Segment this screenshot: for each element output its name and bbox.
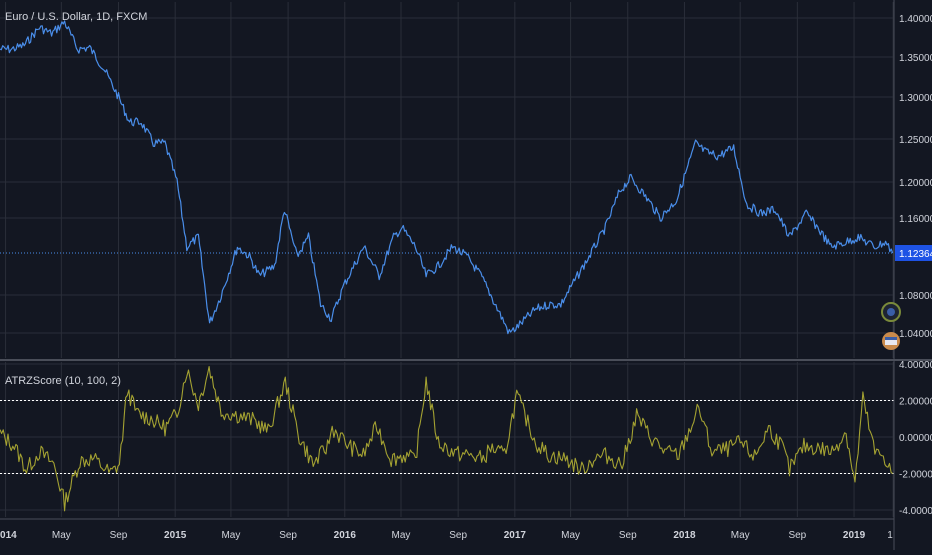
x-tick-label: 2019 <box>843 530 866 541</box>
x-tick-label: 2015 <box>164 530 187 541</box>
target-icon <box>881 302 901 322</box>
price-tick-label: 1.16000 <box>899 214 932 225</box>
x-tick-label: 2016 <box>334 530 357 541</box>
x-tick-label: 1 <box>887 530 893 541</box>
x-tick-label: May <box>221 530 240 541</box>
x-tick-label: May <box>52 530 71 541</box>
current-price-tag <box>895 244 932 261</box>
x-tick-label: Sep <box>110 530 128 541</box>
target-icon-center <box>887 308 895 316</box>
x-tick-label: Sep <box>788 530 806 541</box>
price-tick-label: 1.40000 <box>899 14 932 25</box>
x-tick-label: 2014 <box>0 530 17 541</box>
x-tick-label: 2017 <box>504 530 527 541</box>
price-pane[interactable]: 1.12364 <box>0 20 932 335</box>
price-tick-label: 1.20000 <box>899 178 932 189</box>
price-tick-label: 1.30000 <box>899 93 932 104</box>
price-tick-label: 1.25000 <box>899 135 932 146</box>
price-chart-title: Euro / U.S. Dollar, 1D, FXCM <box>5 11 148 23</box>
indicator-tick-label: 4.00000 <box>899 360 932 371</box>
x-tick-label: May <box>392 530 411 541</box>
indicator-series-line <box>0 366 893 512</box>
x-tick-label: May <box>561 530 580 541</box>
flag-icon <box>882 332 900 350</box>
price-tick-label: 1.04000 <box>899 329 932 340</box>
flag-icon-stripe <box>885 337 897 340</box>
flag-icon-body <box>885 337 897 345</box>
indicator-pane[interactable] <box>0 366 894 512</box>
indicator-tick-label: 0.00000 <box>899 433 932 444</box>
indicator-tick-label: -4.00000 <box>899 506 932 517</box>
x-tick-label: May <box>731 530 750 541</box>
price-tick-label: 1.08000 <box>899 291 932 302</box>
indicator-tick-label: -2.00000 <box>899 470 932 481</box>
x-tick-label: Sep <box>279 530 297 541</box>
indicator-tick-label: 2.00000 <box>899 397 932 408</box>
current-price-label: 1.12364 <box>899 249 932 260</box>
x-tick-label: Sep <box>619 530 637 541</box>
price-series-line <box>0 20 894 335</box>
x-tick-label: Sep <box>449 530 467 541</box>
price-tick-label: 1.35000 <box>899 53 932 64</box>
indicator-title: ATRZScore (10, 100, 2) <box>5 375 121 387</box>
x-tick-label: 2018 <box>673 530 696 541</box>
